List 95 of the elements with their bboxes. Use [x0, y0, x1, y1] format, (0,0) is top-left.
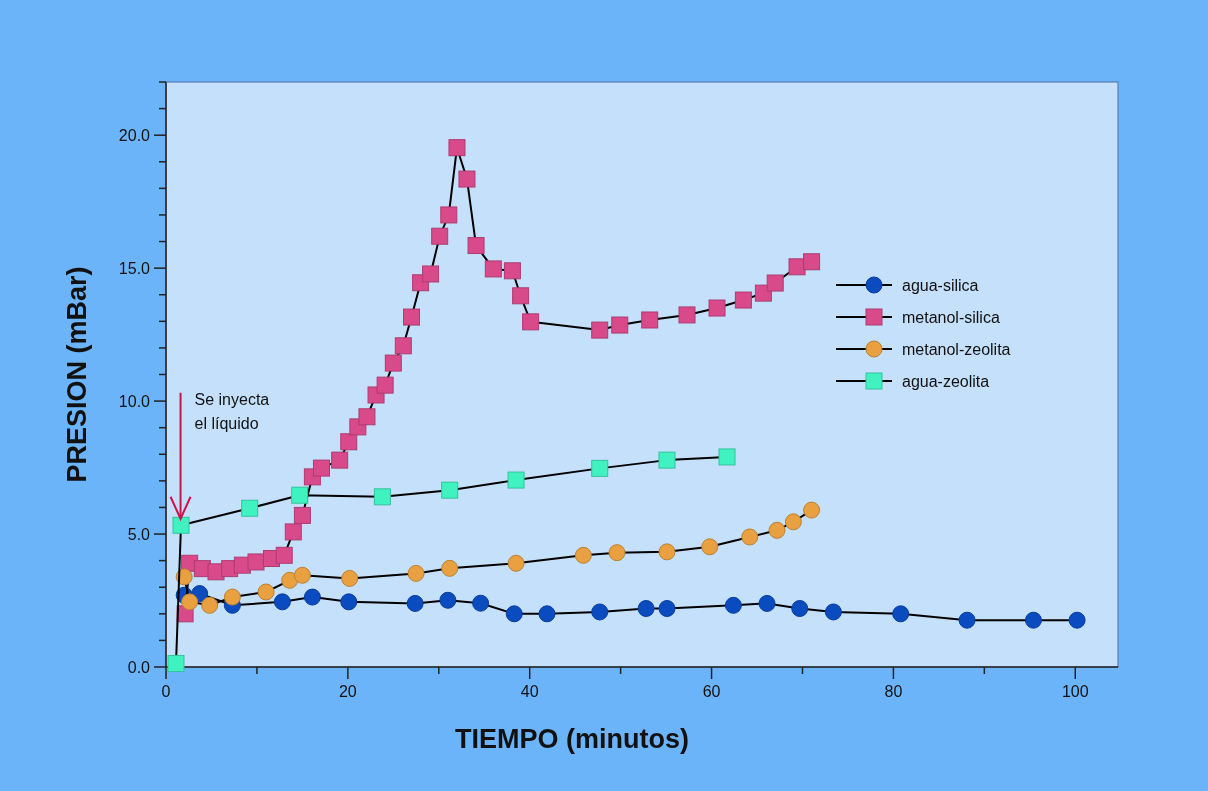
- point: [574, 546, 592, 564]
- annotation: Se inyecta el líquido: [194, 390, 270, 432]
- point: [293, 506, 311, 524]
- point: [341, 569, 359, 587]
- point: [758, 594, 776, 612]
- x-tick-label: 100: [1061, 683, 1089, 700]
- point: [522, 313, 540, 331]
- point: [768, 521, 786, 539]
- point: [724, 596, 742, 614]
- point: [406, 594, 424, 612]
- point: [678, 306, 696, 324]
- point: [441, 481, 459, 499]
- point: [358, 408, 376, 426]
- point: [407, 564, 425, 582]
- point: [303, 588, 321, 606]
- point: [201, 596, 219, 614]
- y-tick-label: 20.0: [118, 126, 151, 144]
- point: [247, 553, 265, 571]
- point: [384, 354, 402, 372]
- y-tick-label: 15.0: [118, 259, 151, 277]
- legend-label: agua-zeolita: [902, 372, 990, 390]
- x-tick-label: 80: [884, 683, 903, 700]
- point: [223, 588, 241, 606]
- point: [741, 528, 759, 546]
- point: [467, 237, 485, 255]
- point: [658, 543, 676, 561]
- point: [291, 486, 309, 504]
- y-tick-label: 5.0: [127, 525, 151, 543]
- point: [824, 603, 842, 621]
- point: [394, 337, 412, 355]
- point: [340, 593, 358, 611]
- point: [507, 554, 525, 572]
- point: [788, 258, 806, 276]
- point: [472, 594, 490, 612]
- point: [512, 287, 530, 305]
- point: [803, 501, 821, 519]
- point: [439, 591, 457, 609]
- point: [611, 316, 629, 334]
- x-tick-label: 60: [702, 683, 721, 700]
- point: [591, 321, 609, 339]
- point: [422, 265, 440, 283]
- point: [1068, 611, 1086, 629]
- point: [892, 605, 910, 623]
- point: [293, 566, 311, 584]
- x-tick-label: 0: [161, 683, 171, 700]
- point: [958, 611, 976, 629]
- point: [718, 448, 736, 466]
- point: [331, 451, 349, 469]
- point: [503, 262, 521, 280]
- point: [591, 603, 609, 621]
- point: [507, 471, 525, 489]
- point: [538, 605, 556, 623]
- point: [273, 593, 291, 611]
- legend-label: metanol-zeolita: [902, 340, 1011, 358]
- point: [591, 459, 609, 477]
- point: [784, 513, 802, 531]
- point: [257, 583, 275, 601]
- point: [431, 227, 449, 245]
- point: [275, 546, 293, 564]
- point: [172, 516, 190, 534]
- point: [734, 291, 752, 309]
- point: [458, 170, 476, 188]
- y-tick-label: 10.0: [118, 392, 151, 410]
- point: [376, 376, 394, 394]
- point: [708, 299, 726, 317]
- point: [241, 499, 259, 517]
- x-tick-label: 20: [338, 683, 357, 700]
- point: [1024, 611, 1042, 629]
- point: [373, 488, 391, 506]
- point: [803, 253, 821, 271]
- point: [701, 538, 719, 556]
- point: [403, 308, 420, 326]
- x-tick-label: 40: [520, 683, 539, 700]
- point: [181, 593, 199, 611]
- point: [505, 605, 523, 623]
- y-axis-title: PRESION (mBar): [62, 266, 92, 483]
- point: [641, 311, 659, 329]
- point: [440, 206, 458, 224]
- point: [658, 451, 676, 469]
- point: [637, 600, 655, 617]
- x-axis-title: TIEMPO (minutos): [455, 724, 689, 754]
- point: [312, 459, 330, 477]
- point: [448, 139, 466, 157]
- point: [340, 433, 358, 451]
- point: [167, 655, 185, 673]
- point: [441, 559, 459, 577]
- point: [658, 600, 676, 617]
- legend-label: agua-silica: [902, 276, 979, 294]
- point: [766, 274, 784, 292]
- point: [791, 600, 809, 617]
- legend-label: metanol-silica: [902, 308, 1000, 326]
- y-tick-label: 0.0: [127, 658, 151, 676]
- point: [284, 523, 302, 541]
- point: [484, 260, 502, 278]
- point: [608, 544, 626, 562]
